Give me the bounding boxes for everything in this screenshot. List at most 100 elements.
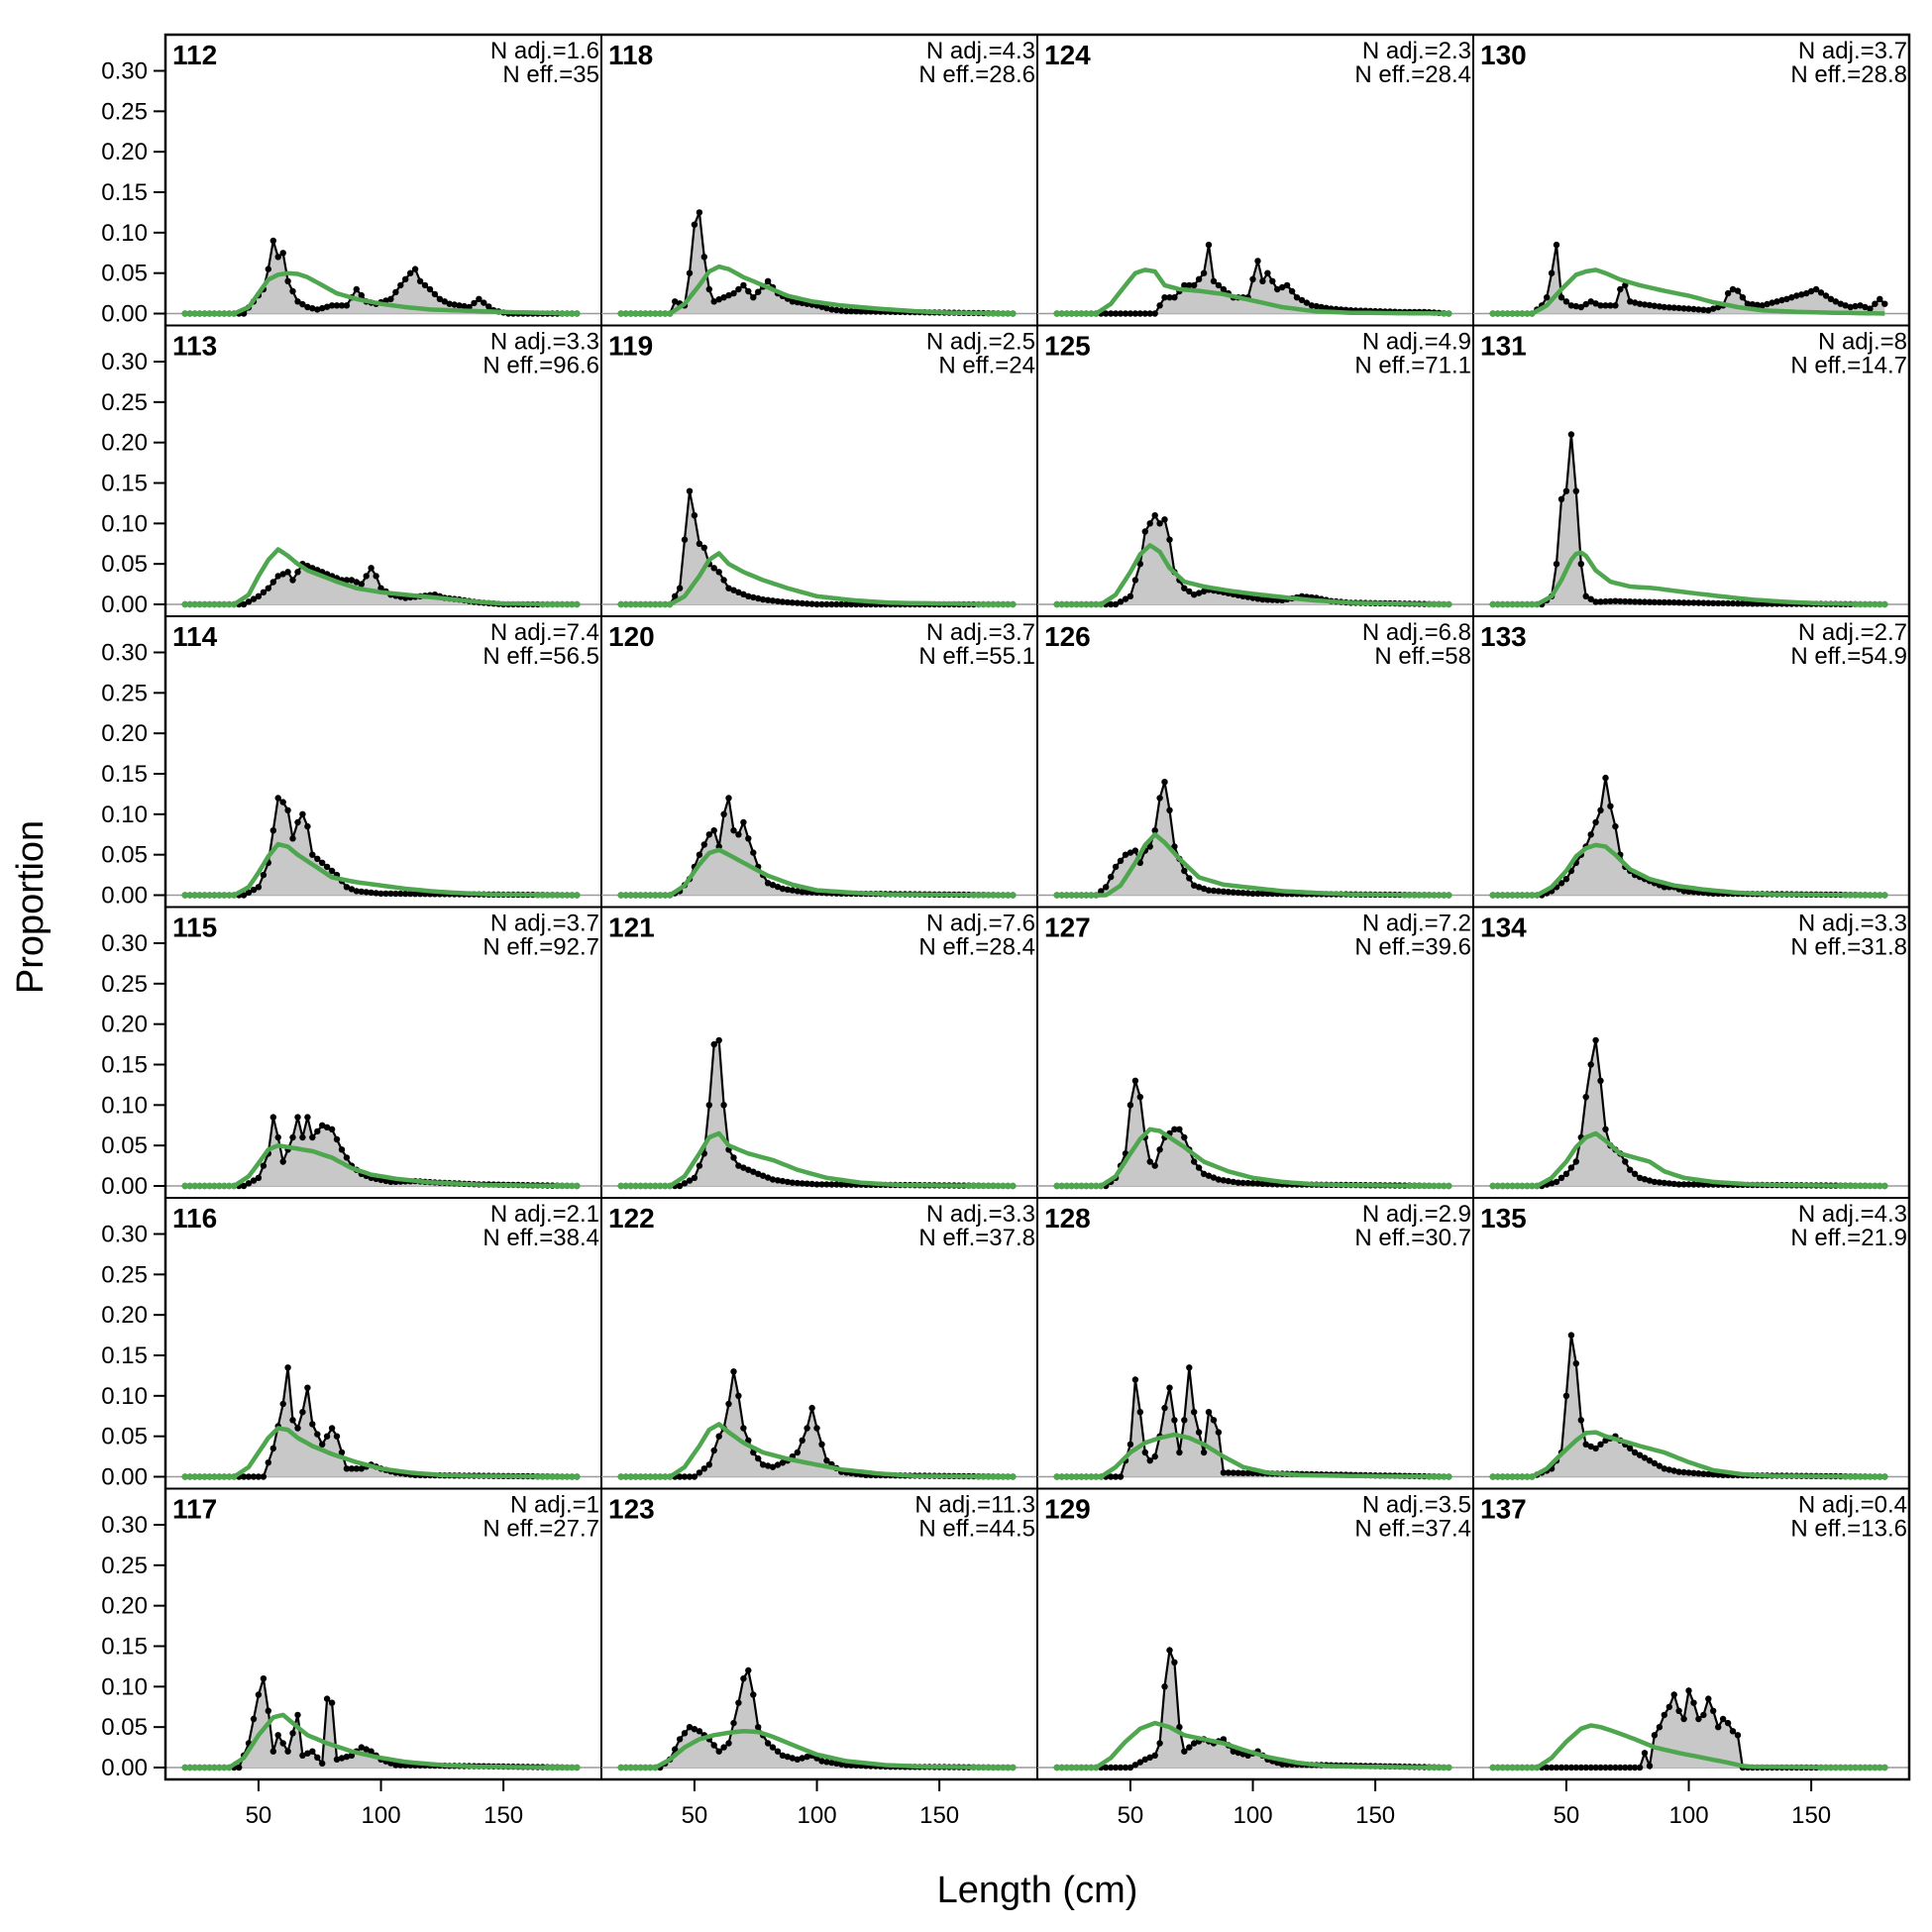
expected-zero-point bbox=[544, 600, 551, 608]
observed-point bbox=[1862, 303, 1869, 311]
observed-point bbox=[1108, 1473, 1115, 1480]
expected-zero-point bbox=[1489, 600, 1497, 608]
expected-zero-point bbox=[627, 310, 634, 317]
observed-point bbox=[446, 300, 453, 307]
observed-point bbox=[1230, 1469, 1237, 1476]
observed-point bbox=[1670, 304, 1677, 311]
observed-point bbox=[1631, 1170, 1639, 1178]
observed-point bbox=[1734, 600, 1742, 607]
observed-point bbox=[1108, 1764, 1115, 1771]
expected-zero-point bbox=[1529, 600, 1536, 608]
expected-zero-point bbox=[667, 1473, 674, 1480]
x-tick-label: 50 bbox=[682, 1802, 708, 1829]
observed-point bbox=[1627, 598, 1634, 605]
panel-id-label: 137 bbox=[1480, 1494, 1527, 1525]
observed-point bbox=[1622, 597, 1629, 605]
observed-area bbox=[1056, 1367, 1449, 1477]
observed-point bbox=[299, 1752, 306, 1760]
observed-point bbox=[289, 1417, 296, 1424]
expected-zero-point bbox=[1827, 1764, 1835, 1771]
observed-point bbox=[377, 890, 384, 898]
expected-zero-point bbox=[1529, 310, 1536, 317]
expected-zero-point bbox=[1441, 310, 1448, 317]
observed-point bbox=[1191, 1740, 1198, 1747]
observed-point bbox=[1254, 1180, 1261, 1187]
observed-point bbox=[1617, 597, 1624, 605]
panel-130: 130 N adj.=3.7N eff.=28.8 bbox=[1472, 34, 1910, 327]
observed-point bbox=[750, 593, 757, 601]
expected-zero-point bbox=[1499, 892, 1506, 899]
observed-point bbox=[1627, 1445, 1634, 1452]
observed-point bbox=[750, 294, 757, 301]
y-tick-label: 0.15 bbox=[101, 1634, 148, 1661]
observed-point bbox=[1661, 1711, 1668, 1719]
expected-zero-point bbox=[559, 600, 566, 608]
observed-point bbox=[1665, 304, 1673, 311]
observed-point bbox=[1602, 1126, 1609, 1133]
expected-zero-point bbox=[1441, 1764, 1448, 1771]
expected-line bbox=[1056, 1720, 1449, 1771]
observed-point bbox=[1553, 241, 1560, 249]
observed-point bbox=[833, 600, 840, 608]
y-tick-label: 0.15 bbox=[101, 179, 148, 206]
observed-point bbox=[323, 1695, 331, 1702]
observed-point bbox=[1636, 300, 1644, 307]
observed-point bbox=[847, 307, 855, 315]
expected-zero-point bbox=[1083, 1473, 1090, 1480]
observed-point bbox=[1607, 302, 1614, 309]
expected-zero-point bbox=[632, 1764, 639, 1771]
expected-zero-point bbox=[1852, 1182, 1859, 1190]
observed-point bbox=[1587, 1764, 1594, 1771]
y-tick-label: 0.25 bbox=[101, 389, 148, 416]
expected-zero-point bbox=[1529, 1182, 1536, 1190]
expected-line bbox=[184, 270, 578, 316]
observed-point bbox=[1631, 1764, 1639, 1771]
expected-zero-point bbox=[1431, 1473, 1438, 1480]
expected-zero-point bbox=[1421, 1182, 1428, 1190]
expected-zero-point bbox=[1441, 1473, 1448, 1480]
expected-zero-point bbox=[652, 310, 659, 317]
observed-point bbox=[289, 287, 296, 295]
observed-point bbox=[779, 1177, 787, 1185]
n-eff-label: N eff.=27.7 bbox=[483, 1516, 599, 1543]
observed-point bbox=[279, 1740, 286, 1747]
observed-point bbox=[1195, 275, 1203, 282]
observed-point bbox=[784, 598, 792, 606]
expected-zero-point bbox=[657, 310, 664, 317]
observed-area bbox=[1056, 1080, 1449, 1186]
expected-zero-point bbox=[1431, 892, 1438, 899]
observed-point bbox=[314, 855, 321, 862]
expected-zero-point bbox=[1063, 1764, 1070, 1771]
observed-point bbox=[735, 831, 742, 838]
y-tick-label: 0.20 bbox=[101, 1593, 148, 1620]
observed-point bbox=[1127, 1102, 1134, 1109]
observed-point bbox=[823, 1457, 830, 1464]
observed-point bbox=[319, 859, 326, 866]
observed-point bbox=[720, 577, 727, 584]
observed-point bbox=[691, 1726, 698, 1733]
expected-zero-point bbox=[642, 1182, 649, 1190]
expected-zero-point bbox=[1441, 892, 1448, 899]
observed-point bbox=[319, 1122, 326, 1129]
panel-id-label: 121 bbox=[608, 912, 655, 943]
observed-point bbox=[676, 585, 684, 591]
observed-point bbox=[314, 1431, 321, 1438]
observed-point bbox=[1259, 277, 1266, 284]
observed-point bbox=[1572, 487, 1580, 494]
expected-zero-point bbox=[549, 1473, 556, 1480]
expected-zero-point bbox=[1000, 1473, 1007, 1480]
observed-point bbox=[328, 1425, 336, 1432]
observed-point bbox=[1156, 795, 1163, 802]
observed-point bbox=[1127, 310, 1134, 317]
observed-point bbox=[1220, 1177, 1228, 1184]
n-adj-label: N adj.=3.7 bbox=[926, 619, 1035, 646]
observed-point bbox=[250, 1177, 258, 1184]
observed-point bbox=[299, 1133, 306, 1141]
observed-point bbox=[1690, 1699, 1697, 1706]
n-eff-label: N eff.=56.5 bbox=[483, 643, 599, 670]
observed-point bbox=[804, 1425, 810, 1432]
expected-zero-point bbox=[554, 1473, 561, 1480]
observed-area bbox=[1492, 1040, 1885, 1186]
observed-point bbox=[1259, 890, 1266, 898]
